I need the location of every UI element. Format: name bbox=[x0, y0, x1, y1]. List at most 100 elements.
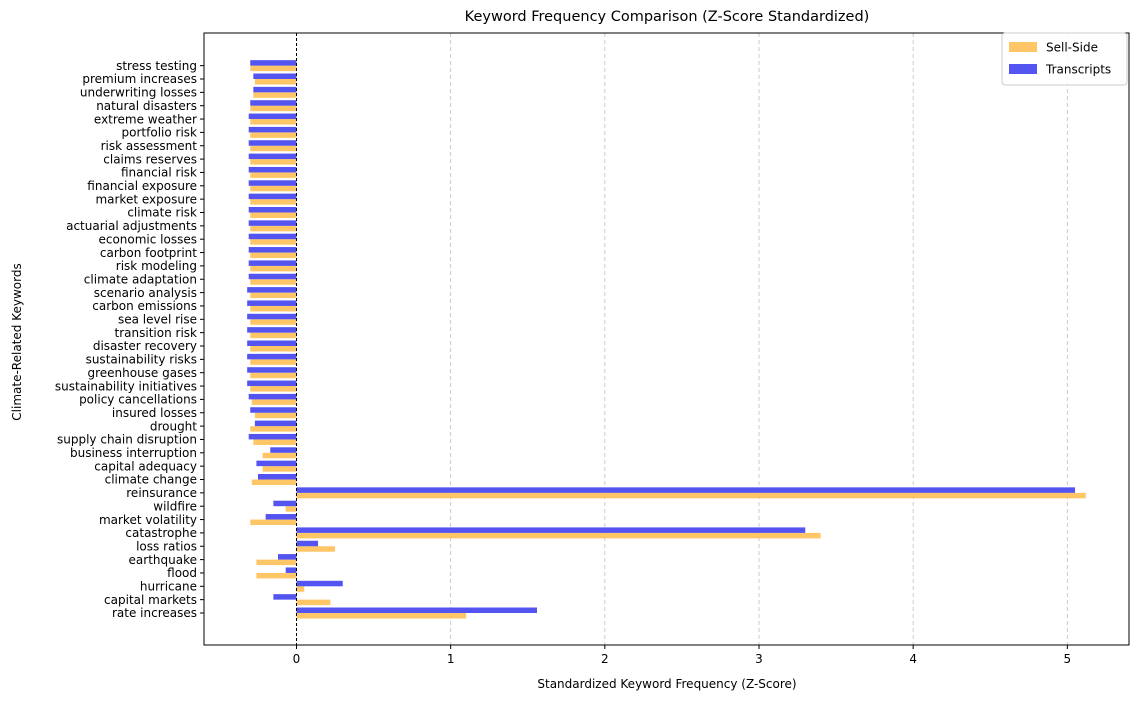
y-tick-label-market-volatility: market volatility bbox=[99, 513, 197, 527]
bar-transcripts-stress-testing bbox=[250, 60, 297, 66]
y-tick-label-financial-risk: financial risk bbox=[121, 166, 197, 180]
bar-transcripts-flood bbox=[285, 567, 297, 573]
y-tick-label-capital-adequacy: capital adequacy bbox=[94, 459, 197, 473]
bars-layer bbox=[247, 60, 1086, 619]
bar-sell-side-market-exposure bbox=[250, 199, 297, 205]
bar-transcripts-disaster-recovery bbox=[247, 340, 297, 346]
y-tick-label-climate-risk: climate risk bbox=[127, 206, 197, 220]
y-tick-label-sustainability-risks: sustainability risks bbox=[86, 353, 197, 367]
legend-swatch-sell-side bbox=[1009, 42, 1037, 52]
legend-swatch-transcripts bbox=[1009, 64, 1037, 74]
bar-sell-side-climate-risk bbox=[250, 212, 297, 218]
bar-sell-side-greenhouse-gases bbox=[250, 372, 297, 379]
chart-title: Keyword Frequency Comparison (Z-Score St… bbox=[465, 9, 870, 25]
bar-transcripts-carbon-footprint bbox=[248, 247, 297, 253]
bar-sell-side-climate-adaptation bbox=[250, 279, 297, 285]
y-tick-label-capital-markets: capital markets bbox=[104, 593, 197, 607]
bar-transcripts-drought bbox=[254, 420, 297, 427]
y-tick-label-transition-risk: transition risk bbox=[115, 326, 198, 340]
bar-transcripts-climate-risk bbox=[248, 207, 297, 213]
y-tick-label-flood: flood bbox=[167, 566, 197, 580]
y-tick-label-risk-modeling: risk modeling bbox=[116, 259, 197, 273]
y-tick-label-economic-losses: economic losses bbox=[98, 232, 197, 246]
bar-transcripts-loss-ratios bbox=[296, 540, 319, 547]
bar-transcripts-premium-increases bbox=[253, 73, 297, 79]
bar-sell-side-sea-level-rise bbox=[250, 319, 297, 325]
bar-sell-side-carbon-emissions bbox=[250, 305, 297, 312]
y-tick-label-scenario-analysis: scenario analysis bbox=[94, 286, 197, 300]
bar-sell-side-disaster-recovery bbox=[250, 346, 297, 352]
bar-sell-side-policy-cancellations bbox=[251, 399, 297, 405]
y-tick-label-actuarial-adjustments: actuarial adjustments bbox=[66, 219, 197, 233]
bar-transcripts-natural-disasters bbox=[250, 100, 297, 106]
bar-transcripts-financial-exposure bbox=[248, 180, 297, 186]
bar-sell-side-capital-adequacy bbox=[262, 466, 297, 472]
y-tick-label-loss-ratios: loss ratios bbox=[136, 539, 197, 553]
bar-sell-side-economic-losses bbox=[250, 239, 297, 245]
bar-sell-side-natural-disasters bbox=[250, 105, 297, 112]
bar-sell-side-wildfire bbox=[285, 506, 297, 512]
bar-transcripts-portfolio-risk bbox=[248, 126, 297, 133]
y-tick-label-sea-level-rise: sea level rise bbox=[118, 313, 197, 327]
bar-transcripts-claims-reserves bbox=[248, 153, 297, 160]
bar-sell-side-business-interruption bbox=[262, 452, 297, 459]
legend: Sell-Side Transcripts bbox=[1001, 32, 1128, 86]
bar-transcripts-rate-increases bbox=[296, 607, 537, 613]
x-tick-label: 0 bbox=[293, 652, 301, 666]
y-tick-label-underwriting-losses: underwriting losses bbox=[80, 86, 197, 100]
bar-sell-side-actuarial-adjustments bbox=[250, 225, 297, 232]
y-tick-label-portfolio-risk: portfolio risk bbox=[122, 126, 198, 140]
bar-transcripts-financial-risk bbox=[248, 166, 297, 173]
x-ticks: 0 1 2 3 4 5 bbox=[293, 645, 1071, 666]
bar-sell-side-extreme-weather bbox=[250, 119, 297, 125]
y-tick-label-carbon-emissions: carbon emissions bbox=[92, 299, 197, 313]
y-tick-label-supply-chain-disruption: supply chain disruption bbox=[57, 433, 197, 447]
bar-transcripts-risk-assessment bbox=[248, 140, 297, 146]
y-tick-label-catastrophe: catastrophe bbox=[125, 526, 197, 540]
bar-transcripts-sustainability-initiatives bbox=[247, 380, 297, 387]
bar-transcripts-policy-cancellations bbox=[248, 393, 297, 400]
bar-transcripts-reinsurance bbox=[296, 487, 1076, 493]
bar-sell-side-financial-risk bbox=[250, 172, 297, 178]
y-tick-label-natural-disasters: natural disasters bbox=[96, 99, 197, 113]
bar-sell-side-claims-reserves bbox=[250, 159, 297, 165]
y-tick-label-sustainability-initiatives: sustainability initiatives bbox=[55, 379, 197, 393]
y-tick-label-risk-assessment: risk assessment bbox=[101, 139, 198, 153]
bar-sell-side-sustainability-risks bbox=[250, 359, 297, 365]
y-tick-label-stress-testing: stress testing bbox=[116, 59, 197, 73]
bar-transcripts-supply-chain-disruption bbox=[248, 433, 297, 440]
y-tick-label-climate-adaptation: climate adaptation bbox=[84, 272, 197, 286]
x-axis-title: Standardized Keyword Frequency (Z-Score) bbox=[537, 677, 796, 691]
legend-label-transcripts: Transcripts bbox=[1045, 63, 1111, 77]
bar-sell-side-transition-risk bbox=[250, 332, 297, 339]
bar-transcripts-underwriting-losses bbox=[253, 86, 297, 93]
y-tick-label-insured-losses: insured losses bbox=[112, 406, 197, 420]
y-tick-label-hurricane: hurricane bbox=[140, 580, 197, 594]
y-tick-label-financial-exposure: financial exposure bbox=[87, 179, 197, 193]
bar-sell-side-climate-change bbox=[251, 479, 297, 485]
bar-sell-side-scenario-analysis bbox=[250, 292, 297, 299]
x-tick-label: 3 bbox=[755, 652, 763, 666]
bar-sell-side-underwriting-losses bbox=[253, 92, 297, 98]
plot-frame bbox=[203, 32, 1130, 646]
y-tick-label-carbon-footprint: carbon footprint bbox=[100, 246, 197, 260]
y-tick-label-business-interruption: business interruption bbox=[70, 446, 197, 460]
bar-sell-side-drought bbox=[250, 426, 297, 432]
bar-transcripts-catastrophe bbox=[296, 527, 806, 533]
bar-transcripts-actuarial-adjustments bbox=[248, 220, 297, 226]
bar-sell-side-hurricane bbox=[296, 586, 305, 592]
bar-sell-side-risk-modeling bbox=[250, 265, 297, 272]
y-tick-label-drought: drought bbox=[150, 419, 197, 433]
bar-sell-side-supply-chain-disruption bbox=[253, 439, 297, 445]
bar-sell-side-catastrophe bbox=[296, 532, 821, 539]
bar-transcripts-capital-markets bbox=[273, 594, 297, 600]
bar-sell-side-carbon-footprint bbox=[250, 252, 297, 259]
bar-transcripts-market-exposure bbox=[248, 193, 297, 200]
bar-sell-side-stress-testing bbox=[250, 65, 297, 72]
bar-sell-side-reinsurance bbox=[296, 492, 1086, 499]
y-tick-label-disaster-recovery: disaster recovery bbox=[93, 339, 197, 353]
bar-sell-side-sustainability-initiatives bbox=[250, 386, 297, 392]
y-tick-label-policy-cancellations: policy cancellations bbox=[79, 393, 197, 407]
